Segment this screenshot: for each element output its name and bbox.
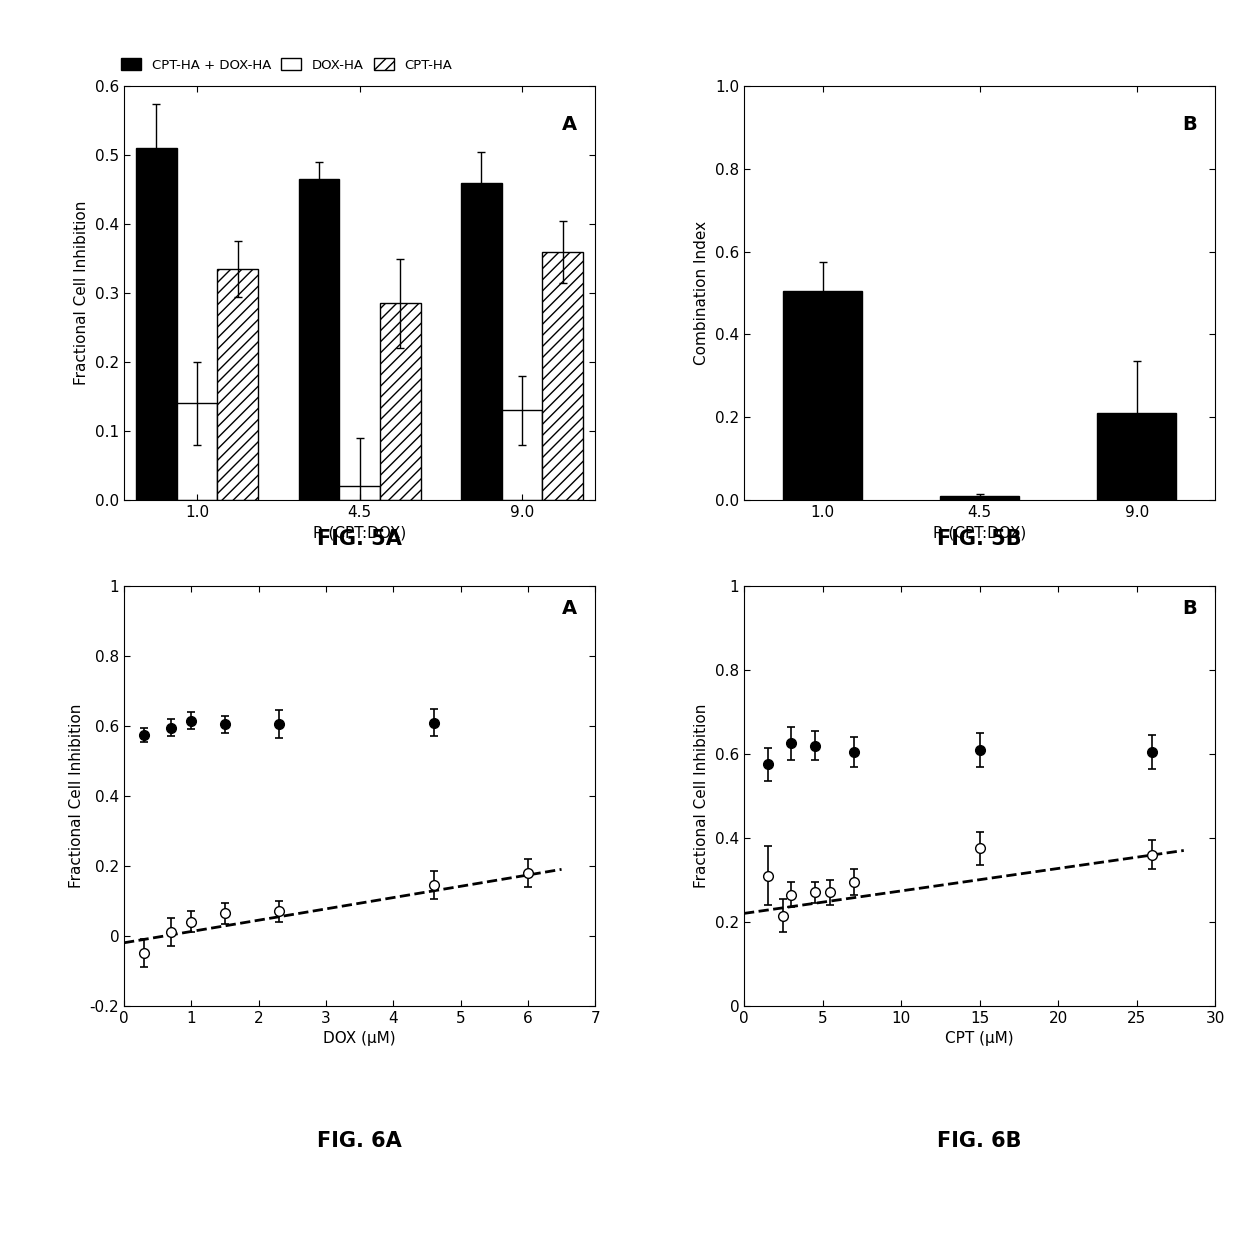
Bar xyxy=(340,486,379,500)
Bar xyxy=(299,179,340,500)
Text: FIG. 5B: FIG. 5B xyxy=(937,529,1022,549)
X-axis label: CPT (μM): CPT (μM) xyxy=(945,1032,1014,1046)
Text: B: B xyxy=(1182,598,1197,618)
X-axis label: R (CPT:DOX): R (CPT:DOX) xyxy=(932,526,1027,540)
Bar xyxy=(177,404,217,500)
X-axis label: R (CPT:DOX): R (CPT:DOX) xyxy=(312,526,407,540)
Bar xyxy=(1097,413,1176,500)
Bar xyxy=(461,183,502,500)
Text: FIG. 6B: FIG. 6B xyxy=(937,1132,1022,1151)
Text: FIG. 6A: FIG. 6A xyxy=(317,1132,402,1151)
Bar xyxy=(379,304,420,500)
Bar xyxy=(784,291,862,500)
Y-axis label: Fractional Cell Inhibition: Fractional Cell Inhibition xyxy=(694,703,709,888)
Bar xyxy=(136,148,177,500)
Bar xyxy=(542,252,583,500)
Text: FIG. 5A: FIG. 5A xyxy=(317,529,402,549)
Bar xyxy=(217,269,258,500)
Bar xyxy=(940,496,1019,500)
Text: B: B xyxy=(1182,115,1197,135)
Y-axis label: Combination Index: Combination Index xyxy=(694,221,709,365)
X-axis label: DOX (μM): DOX (μM) xyxy=(324,1032,396,1046)
Bar xyxy=(502,410,542,500)
Y-axis label: Fractional Cell Inhibition: Fractional Cell Inhibition xyxy=(74,201,89,385)
Text: A: A xyxy=(562,115,578,135)
Text: A: A xyxy=(562,598,578,618)
Legend: CPT-HA + DOX-HA, DOX-HA, CPT-HA: CPT-HA + DOX-HA, DOX-HA, CPT-HA xyxy=(122,58,453,72)
Y-axis label: Fractional Cell Inhibition: Fractional Cell Inhibition xyxy=(69,703,84,888)
